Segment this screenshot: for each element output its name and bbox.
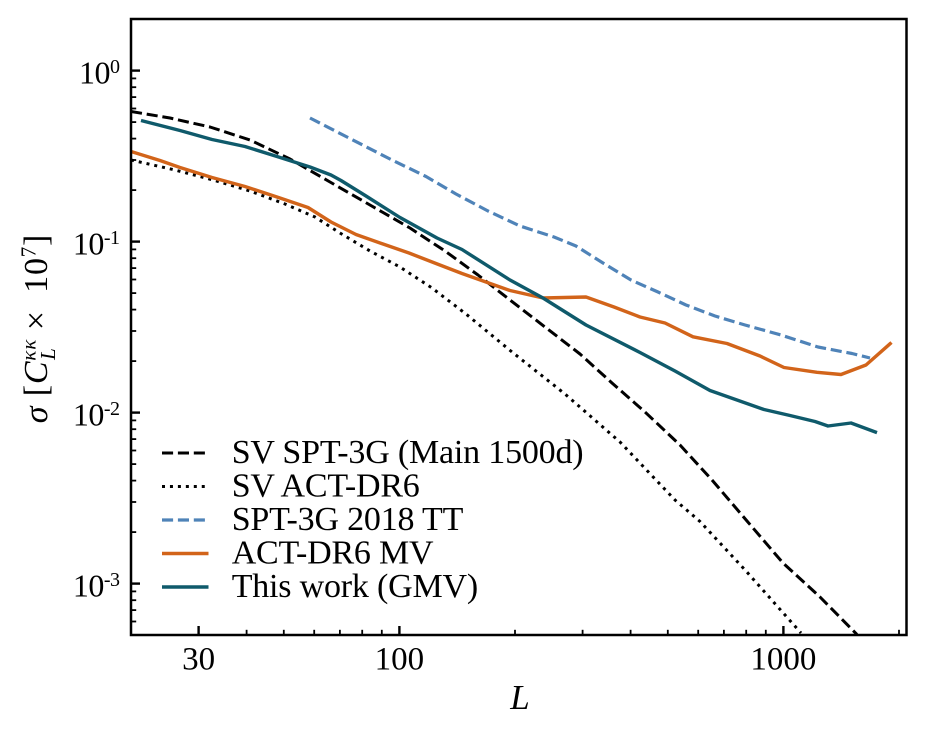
svg-text:ACT-DR6 MV: ACT-DR6 MV xyxy=(232,535,434,572)
svg-text:L: L xyxy=(509,678,529,717)
svg-text:30: 30 xyxy=(182,642,215,678)
svg-text:SV SPT-3G (Main 1500d): SV SPT-3G (Main 1500d) xyxy=(232,434,584,471)
svg-text:SPT-3G 2018 TT: SPT-3G 2018 TT xyxy=(232,501,464,538)
svg-text:100: 100 xyxy=(375,642,425,678)
svg-text:This work (GMV): This work (GMV) xyxy=(232,568,478,605)
svg-text:SV ACT-DR6: SV ACT-DR6 xyxy=(232,468,420,505)
svg-text:1000: 1000 xyxy=(750,642,816,678)
svg-text:σ [CκκL × 107]: σ [CκκL × 107] xyxy=(17,234,61,423)
